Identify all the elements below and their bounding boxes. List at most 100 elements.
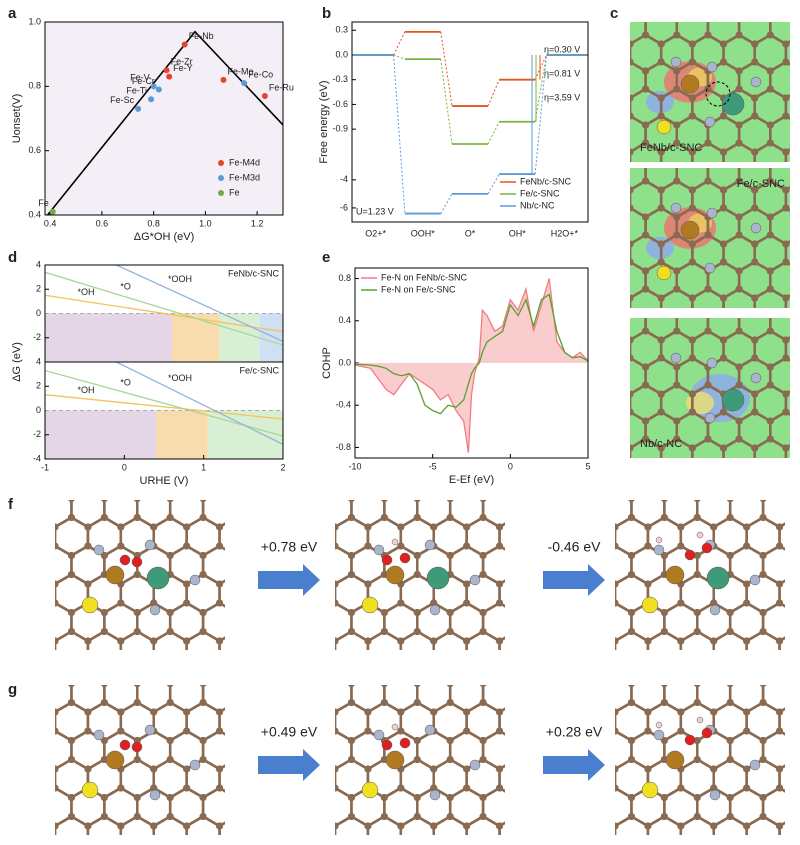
atom xyxy=(782,5,789,12)
bond-ring xyxy=(745,815,781,835)
bond-ring xyxy=(432,815,468,835)
atom xyxy=(529,600,536,607)
atom xyxy=(380,699,388,706)
atom xyxy=(496,727,504,735)
atom xyxy=(19,524,26,531)
atom xyxy=(52,467,59,474)
atom xyxy=(84,652,91,659)
atom xyxy=(680,74,700,94)
atom xyxy=(249,638,256,645)
atom xyxy=(150,523,158,531)
y-tick-label: 4 xyxy=(36,259,41,269)
atom xyxy=(562,467,569,474)
atom xyxy=(792,699,799,706)
atom xyxy=(265,680,272,687)
atom xyxy=(249,785,256,792)
x-tick-label: O* xyxy=(465,228,476,238)
atom xyxy=(335,822,339,830)
atom xyxy=(200,642,207,649)
atom xyxy=(199,628,207,635)
bond-ring xyxy=(778,707,785,736)
atom xyxy=(688,444,696,452)
atom xyxy=(689,5,696,12)
atom xyxy=(35,756,42,763)
atom xyxy=(52,486,59,493)
x-tick-label: 0.4 xyxy=(44,218,57,228)
atom xyxy=(630,336,634,344)
atom xyxy=(315,457,322,464)
atom xyxy=(52,671,59,678)
atom xyxy=(642,213,650,221)
atom xyxy=(743,727,751,735)
atom xyxy=(595,95,602,102)
atom xyxy=(562,680,569,687)
atom xyxy=(480,666,487,673)
atom xyxy=(381,642,388,649)
bond-ring xyxy=(648,646,681,684)
atom xyxy=(117,486,124,493)
atom xyxy=(751,40,759,48)
atom xyxy=(529,709,536,716)
atom xyxy=(446,514,454,521)
atom xyxy=(35,495,42,502)
atom xyxy=(595,59,602,66)
atom xyxy=(430,671,437,678)
atom xyxy=(677,486,684,493)
bond-ring xyxy=(302,646,335,684)
atom xyxy=(579,524,586,531)
atom xyxy=(430,652,437,659)
atom xyxy=(677,708,685,716)
atom xyxy=(249,638,256,645)
series-label: *OH xyxy=(78,385,95,395)
atom xyxy=(166,737,174,744)
bond-ring xyxy=(335,639,337,650)
atom xyxy=(782,390,790,398)
atom xyxy=(743,523,751,531)
atom xyxy=(644,580,652,588)
atom xyxy=(694,500,701,502)
atom xyxy=(150,671,157,678)
atom xyxy=(347,609,355,616)
atom xyxy=(364,708,372,716)
atom xyxy=(562,794,569,801)
x-tick-label: -10 xyxy=(348,461,361,471)
atom xyxy=(689,5,696,12)
atom xyxy=(35,794,42,801)
atom xyxy=(150,599,158,607)
atom xyxy=(496,486,503,493)
bond-ring xyxy=(252,817,285,845)
atom xyxy=(595,337,602,344)
atom xyxy=(249,486,256,493)
atom xyxy=(282,699,289,706)
bond-ring xyxy=(286,788,319,826)
atom xyxy=(688,408,696,416)
atom xyxy=(413,552,421,559)
atom xyxy=(782,40,790,48)
atom xyxy=(105,750,125,770)
atom xyxy=(579,785,586,792)
atom xyxy=(677,657,684,664)
atom xyxy=(782,240,790,248)
atom xyxy=(644,657,651,664)
atom xyxy=(463,599,471,607)
atom xyxy=(529,524,536,531)
atom xyxy=(545,813,552,820)
atom xyxy=(265,813,272,820)
bond-ring xyxy=(55,525,57,548)
atom xyxy=(430,784,438,792)
atom xyxy=(496,822,504,830)
atom xyxy=(611,232,618,239)
atom xyxy=(167,642,174,649)
atom xyxy=(216,842,223,845)
atom xyxy=(657,58,665,66)
atom xyxy=(677,486,684,493)
atom xyxy=(216,652,223,659)
atom xyxy=(545,666,552,673)
bond-ring xyxy=(516,489,549,527)
atom xyxy=(55,822,59,830)
bond-ring xyxy=(218,636,225,650)
atom xyxy=(430,671,437,678)
atom xyxy=(704,310,711,317)
atom xyxy=(512,552,519,559)
